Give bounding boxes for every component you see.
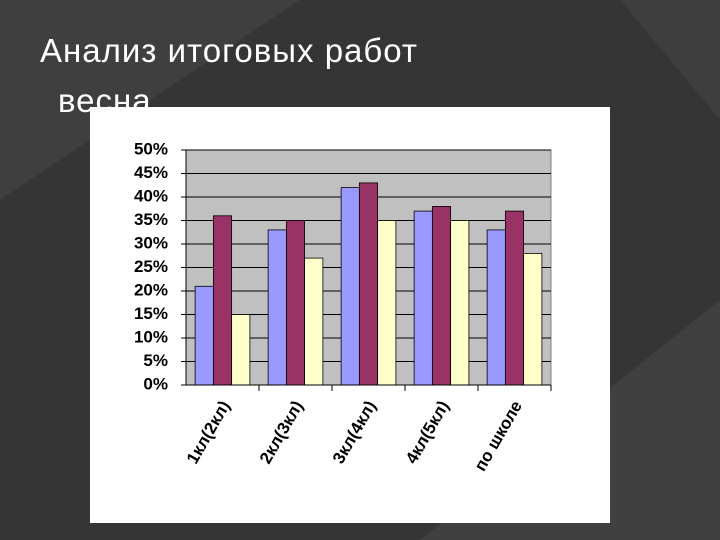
y-tick-label: 50%	[134, 139, 168, 158]
bar	[340, 187, 360, 386]
y-tick-label: 30%	[134, 233, 168, 252]
decor	[620, 0, 720, 120]
y-tick-label: 20%	[134, 280, 168, 299]
bar	[231, 314, 251, 386]
bar	[523, 252, 543, 386]
bar	[267, 229, 287, 386]
bar	[377, 220, 397, 386]
bar	[285, 220, 306, 386]
bar	[212, 215, 233, 386]
y-tick-label: 40%	[134, 186, 168, 205]
bar	[413, 210, 433, 386]
bar	[431, 205, 452, 386]
bar	[194, 285, 214, 386]
y-tick-label: 5%	[143, 351, 168, 370]
bar	[358, 182, 379, 386]
bar	[304, 257, 324, 386]
bar	[504, 210, 525, 386]
decor	[0, 0, 300, 200]
bar	[486, 229, 506, 386]
y-tick-label: 45%	[134, 163, 168, 182]
slide-title: Анализ итоговых работ	[40, 32, 418, 69]
y-tick-label: 15%	[134, 304, 168, 323]
y-tick-label: 35%	[134, 210, 168, 229]
y-tick-label: 0%	[143, 374, 168, 393]
bar	[450, 220, 470, 386]
y-tick-label: 25%	[134, 257, 168, 276]
y-tick-label: 10%	[134, 327, 168, 346]
